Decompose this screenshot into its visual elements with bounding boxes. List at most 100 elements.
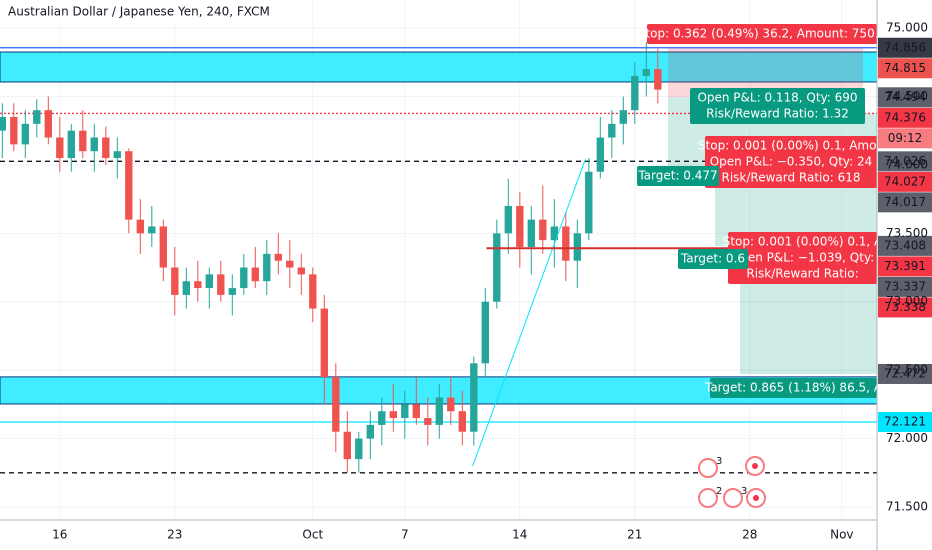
price-label-box [878, 87, 932, 108]
event-dot [752, 463, 758, 469]
candle-body [435, 397, 443, 425]
candle-body [493, 233, 501, 302]
zone [0, 51, 877, 83]
candle-body [171, 267, 179, 295]
price-label: 72.472 [884, 366, 926, 380]
event-icon [723, 488, 743, 508]
candle-body [504, 205, 512, 234]
candle-body [320, 308, 328, 377]
candle-body [424, 418, 432, 425]
candle-body [263, 253, 271, 282]
candle-body [148, 226, 156, 234]
event-count: 2 [716, 486, 722, 497]
x-tick-label: Nov [830, 528, 853, 542]
candle-body [0, 117, 6, 131]
event-icon [698, 458, 718, 478]
price-label-box [878, 363, 932, 384]
candle-body [470, 363, 478, 432]
x-tick-label: 7 [401, 528, 409, 542]
y-tick-label: 74.500 [886, 89, 928, 103]
trend-line [472, 159, 586, 467]
candle-body [79, 130, 87, 152]
event-count: 3 [716, 456, 722, 467]
price-label: 74.027 [884, 174, 926, 188]
annotation-text: Open P&L: 0.118, Qty: 690 [697, 91, 857, 105]
annotation-text: Stop: 0.362 (0.49%) 36.2, Amount: 750.2 [638, 27, 886, 41]
y-tick-label: 75.000 [886, 21, 928, 35]
candle-body [573, 233, 581, 261]
candle-body [297, 267, 305, 275]
annotation-box [637, 166, 719, 186]
x-tick-label: 16 [52, 528, 67, 542]
annotation-box [710, 378, 877, 398]
candle-body [585, 171, 593, 234]
candle-body [412, 404, 420, 419]
candle-body [67, 130, 75, 159]
event-count: 3 [741, 486, 747, 497]
candle-body [33, 110, 41, 124]
title-bg [0, 0, 260, 22]
price-label-box [878, 235, 932, 256]
price-label: 72.121 [884, 415, 926, 429]
y-tick-label: 72.000 [886, 431, 928, 445]
candle-body [309, 274, 317, 309]
annotation-text: Stop: 0.001 (0.00%) 0.1, A [723, 235, 883, 249]
annotation-text: Target: 0.477 [637, 169, 717, 183]
candle-body [251, 267, 259, 282]
candle-body [228, 288, 236, 295]
candle-body [401, 404, 409, 419]
overlay: Stop: 0.362 (0.49%) 36.2, Amount: 750.2 O… [637, 0, 932, 520]
candle-body [44, 110, 52, 138]
annotation-text: Open P&L: −1.039, Qty: [731, 251, 874, 265]
price-label: 74.815 [884, 61, 926, 75]
annotation-box [647, 24, 877, 44]
price-label-box [878, 276, 932, 297]
candle-body [125, 151, 133, 220]
x-tick-label: 14 [512, 528, 527, 542]
candle-body [21, 123, 29, 145]
candle-body [102, 137, 110, 159]
price-label: 74.494 [884, 90, 926, 104]
annotation-text: Risk/Reward Ratio: 618 [722, 171, 861, 185]
x-tick-label: 21 [627, 528, 642, 542]
candle-body [378, 411, 386, 425]
price-label-box [878, 128, 932, 149]
candle-body [631, 75, 639, 111]
candle-body [642, 69, 650, 76]
annotation-text: Stop: 0.001 (0.00%) 0.1, Amou [698, 139, 884, 153]
candle-body [205, 274, 213, 289]
annotation-text: Target: 0.865 (1.18%) 86.5, A [704, 381, 883, 395]
price-label: 73.408 [884, 238, 926, 252]
y-tick-label: 73.500 [886, 226, 928, 240]
annotation-text: Target: 0.6 [680, 252, 745, 266]
candle-body [10, 117, 18, 145]
y-tick-label: 73.000 [886, 294, 928, 308]
annotation-text: Risk/Reward Ratio: 1.32 [706, 107, 849, 121]
candle-body [274, 253, 282, 261]
price-label-box [878, 192, 932, 213]
candle-body [527, 219, 535, 247]
price-label-box [878, 256, 932, 277]
candle-body [389, 411, 397, 419]
y-tick-label: 71.500 [886, 500, 928, 514]
price-label: 74.026 [884, 154, 926, 168]
chart-title: Australian Dollar / Japanese Yen, 240, F… [8, 5, 270, 19]
price-label-box [878, 58, 932, 79]
candle-body [182, 281, 190, 295]
candle-body [136, 219, 144, 234]
annotation-text: Risk/Reward Ratio: [746, 267, 858, 281]
candle-body [159, 226, 167, 268]
candle-body [550, 226, 558, 241]
price-label: 73.391 [884, 259, 926, 273]
annotation-box [705, 136, 877, 188]
y-tick-label: 74.000 [886, 157, 928, 171]
x-tick-label: Oct [302, 528, 323, 542]
candle-body [539, 219, 547, 241]
x-tick-label: 23 [167, 528, 182, 542]
candle-body [113, 151, 121, 159]
candle-body [343, 431, 351, 460]
event-dot [753, 495, 759, 501]
annotation-box [678, 249, 748, 269]
annotation-box [728, 232, 877, 284]
annotation-box [690, 88, 865, 124]
